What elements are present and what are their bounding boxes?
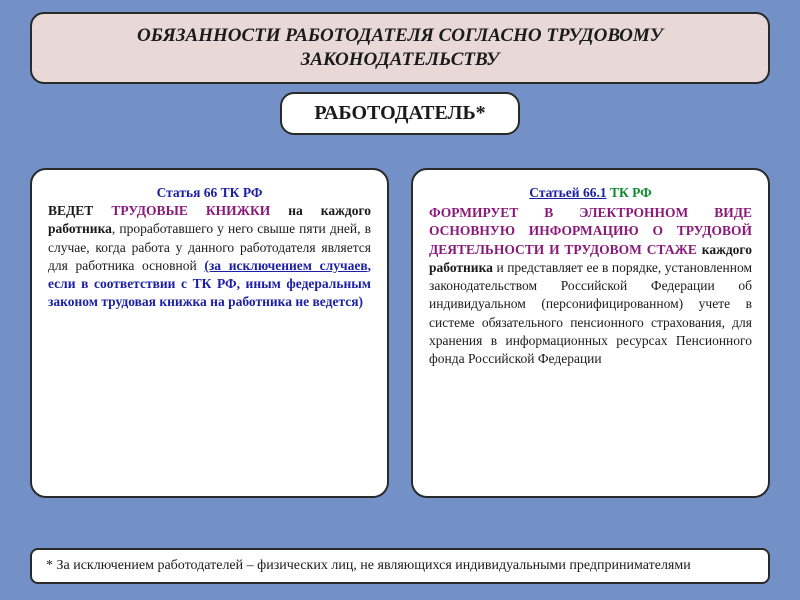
right-body: и представляет ее в порядке, установленн… bbox=[429, 260, 752, 366]
footnote-box: * За исключением работодателей – физичес… bbox=[30, 548, 770, 584]
columns: Статья 66 ТК РФ ВЕДЕТ ТРУДОВЫЕ КНИЖКИ на… bbox=[30, 168, 770, 498]
left-exception-lead: (за исключением случаев bbox=[204, 258, 367, 273]
footnote-text: * За исключением работодателей – физичес… bbox=[46, 558, 691, 573]
right-article-tail: ТК РФ bbox=[607, 185, 652, 200]
employer-box: РАБОТОДАТЕЛЬ* bbox=[280, 92, 520, 135]
left-docs: ТРУДОВЫЕ КНИЖКИ bbox=[111, 203, 270, 218]
employer-label: РАБОТОДАТЕЛЬ* bbox=[314, 102, 485, 124]
right-card: Статьей 66.1 ТК РФ ФОРМИРУЕТ В ЭЛЕКТРОНН… bbox=[411, 168, 770, 498]
header-title: ОБЯЗАННОСТИ РАБОТОДАТЕЛЯ СОГЛАСНО ТРУДОВ… bbox=[137, 25, 663, 70]
left-article-label: Статья 66 ТК РФ bbox=[48, 184, 371, 202]
header-box: ОБЯЗАННОСТИ РАБОТОДАТЕЛЯ СОГЛАСНО ТРУДОВ… bbox=[30, 12, 770, 84]
right-article-label: Статьей 66.1 bbox=[529, 185, 606, 200]
left-verb: ВЕДЕТ bbox=[48, 203, 111, 218]
left-card: Статья 66 ТК РФ ВЕДЕТ ТРУДОВЫЕ КНИЖКИ на… bbox=[30, 168, 389, 498]
